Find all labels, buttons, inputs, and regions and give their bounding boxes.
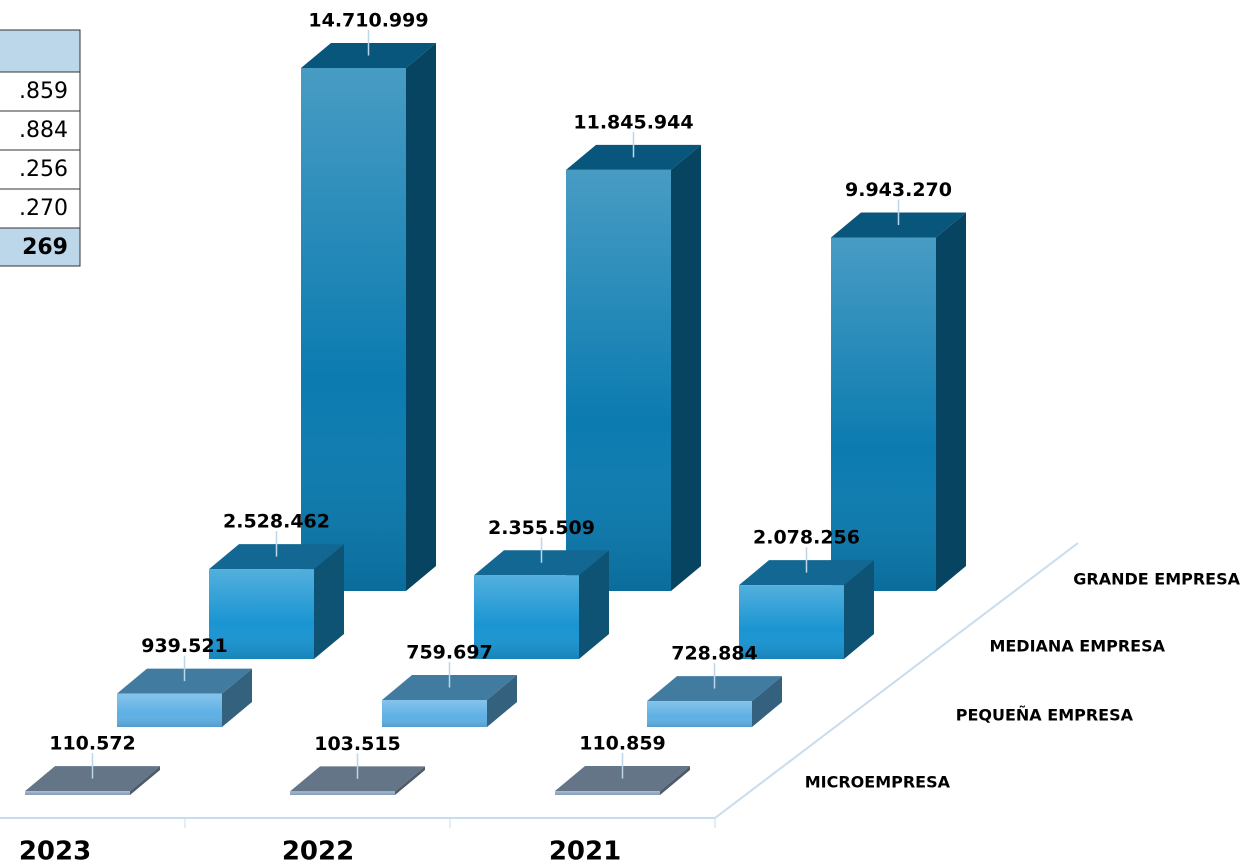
data-label: 103.515 bbox=[314, 733, 401, 755]
data-label: 110.572 bbox=[49, 733, 136, 755]
bar-3d: 2.078.256 bbox=[739, 527, 874, 659]
table-cell-text: .859 bbox=[19, 79, 68, 104]
table-cell bbox=[0, 188, 81, 229]
data-label: 9.943.270 bbox=[845, 179, 952, 201]
bar-side bbox=[671, 144, 701, 592]
bar-shine bbox=[209, 569, 314, 659]
table-cell bbox=[0, 71, 81, 112]
bar-shine bbox=[555, 791, 660, 795]
table-cell bbox=[0, 149, 81, 190]
table-cell-text: .270 bbox=[19, 196, 68, 221]
table-total-text: 269 bbox=[22, 235, 68, 260]
bar-shine bbox=[647, 701, 752, 727]
data-table: .859 .884 .256 .270 269 bbox=[0, 29, 81, 267]
x-tick-label: 2021 bbox=[549, 837, 621, 864]
data-label: 2.528.462 bbox=[223, 511, 330, 533]
bar-shine bbox=[382, 699, 487, 727]
data-label: 14.710.999 bbox=[308, 10, 428, 32]
x-tick-label: 2022 bbox=[282, 837, 354, 864]
series-label: MICROEMPRESA bbox=[805, 773, 951, 792]
series-label: MEDIANA EMPRESA bbox=[989, 637, 1165, 656]
bar-3d: 728.884 bbox=[647, 643, 782, 727]
bar-3d: 11.845.944 bbox=[566, 111, 701, 592]
series-label: GRANDE EMPRESA bbox=[1073, 570, 1240, 589]
bar-side bbox=[579, 550, 609, 659]
bar-side bbox=[752, 676, 782, 727]
bar-shine bbox=[739, 585, 844, 659]
bar-3d: 103.515 bbox=[290, 733, 425, 795]
bar-shine bbox=[25, 791, 130, 795]
table-total-cell bbox=[0, 227, 81, 267]
bar-side bbox=[660, 766, 690, 795]
bar-3d: 9.943.270 bbox=[831, 179, 966, 591]
bar-shine bbox=[474, 575, 579, 659]
bar-shine bbox=[566, 169, 671, 592]
data-label: 110.859 bbox=[579, 733, 666, 755]
table-cell-text: .256 bbox=[19, 157, 68, 182]
data-label: 728.884 bbox=[671, 643, 758, 665]
table-cell bbox=[0, 110, 81, 151]
table-cell-text: .884 bbox=[19, 118, 68, 143]
bar-side bbox=[487, 674, 517, 727]
bar-3d: 2.355.509 bbox=[474, 517, 609, 659]
bar-side bbox=[130, 766, 160, 795]
bar-side bbox=[406, 43, 436, 591]
bar-shine bbox=[831, 237, 936, 591]
data-label: 759.697 bbox=[406, 641, 493, 663]
data-label: 11.845.944 bbox=[573, 111, 693, 133]
series-label: PEQUEÑA EMPRESA bbox=[956, 706, 1134, 725]
bar-3d: 110.859 bbox=[555, 733, 690, 795]
floor-line bbox=[714, 542, 1079, 819]
bar-3d: 14.710.999 bbox=[301, 10, 436, 591]
data-label: 2.355.509 bbox=[488, 517, 595, 539]
x-tick-label: 2023 bbox=[19, 837, 91, 864]
bar-3d: 939.521 bbox=[117, 635, 252, 727]
bar-side bbox=[936, 212, 966, 591]
data-label: 939.521 bbox=[141, 635, 228, 657]
bar-side bbox=[844, 560, 874, 659]
bar-side bbox=[222, 668, 252, 727]
bar-side bbox=[314, 544, 344, 659]
bar-shine bbox=[301, 68, 406, 591]
bar-shine bbox=[290, 791, 395, 795]
bar-3d: 110.572 bbox=[25, 733, 160, 795]
bar-3d: 2.528.462 bbox=[209, 511, 344, 659]
bar-3d: 759.697 bbox=[382, 641, 517, 727]
data-label: 2.078.256 bbox=[753, 527, 860, 549]
floor bbox=[0, 542, 1079, 828]
table-header bbox=[0, 29, 81, 73]
bar-shine bbox=[117, 693, 222, 727]
bar-side bbox=[395, 766, 425, 795]
